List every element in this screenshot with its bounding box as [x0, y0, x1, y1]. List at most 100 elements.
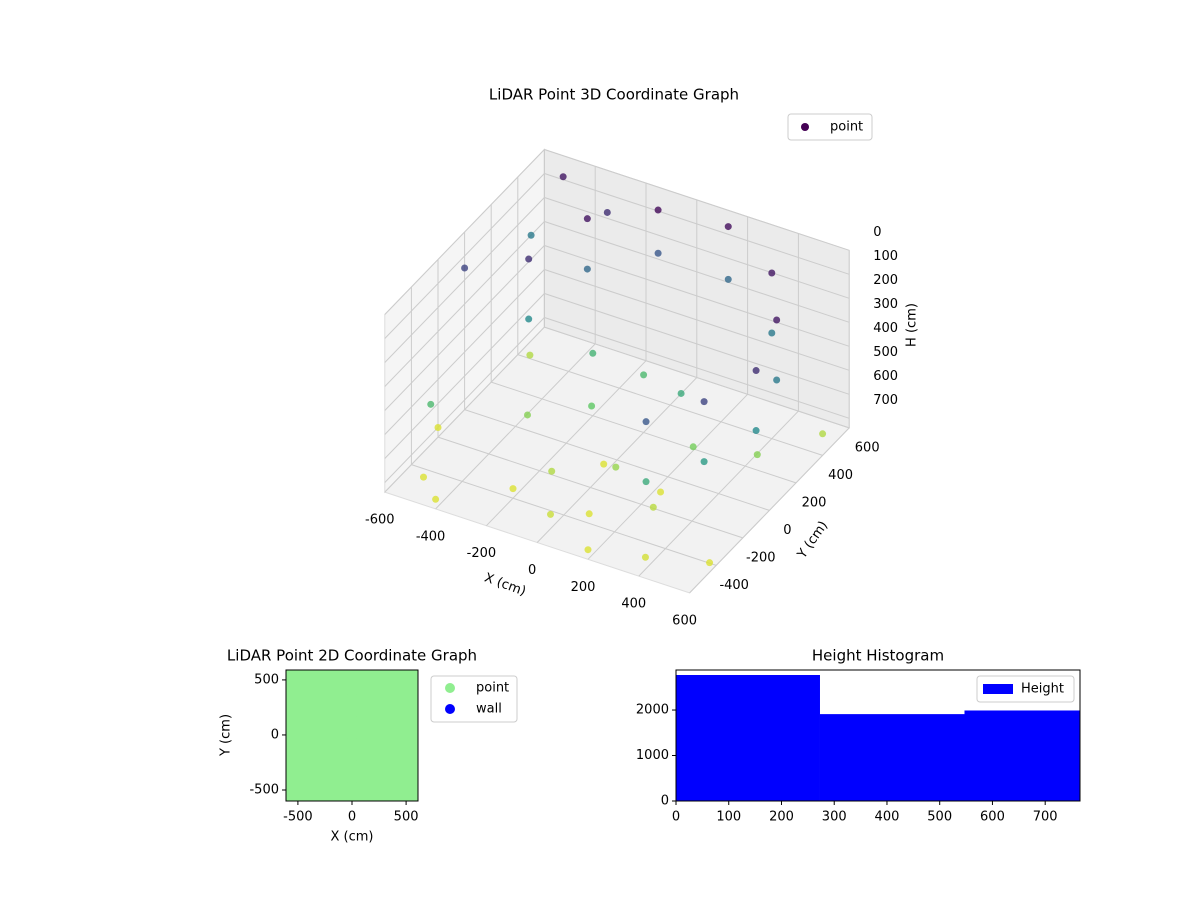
- axes-frame: [675, 669, 1081, 802]
- x-tick-label: 600: [672, 613, 697, 628]
- point: [600, 460, 608, 468]
- legend-label: wall: [476, 702, 502, 717]
- grid-line: [384, 196, 850, 363]
- chart-title: LiDAR Point 2D Coordinate Graph: [227, 647, 477, 665]
- point: [642, 478, 650, 486]
- y-tick-label: 500: [254, 672, 279, 687]
- bar: [676, 675, 820, 801]
- y-tick-label: 600: [855, 440, 880, 455]
- z-tick-label: 600: [873, 369, 898, 384]
- grid-line: [410, 287, 717, 566]
- point: [752, 367, 760, 375]
- legend-label: Height: [1021, 682, 1064, 697]
- point: [427, 400, 435, 408]
- legend-marker: [983, 684, 1013, 694]
- point: [642, 418, 650, 426]
- legend-marker: [445, 683, 455, 693]
- x-tick-label: 400: [875, 810, 900, 825]
- point: [724, 275, 732, 283]
- y-tick-label: 200: [802, 495, 827, 510]
- z-tick-label: 700: [873, 393, 898, 408]
- point: [768, 329, 776, 337]
- z-tick-label: 0: [873, 225, 881, 240]
- legend-box: [430, 675, 518, 723]
- x-tick-label: 0: [528, 563, 536, 578]
- y-axis-label: Y (cm): [794, 518, 831, 562]
- grid-line: [464, 232, 770, 511]
- x-tick-label: 300: [822, 810, 847, 825]
- point: [548, 467, 556, 475]
- z-tick-label: 100: [873, 249, 898, 264]
- point: [509, 485, 517, 493]
- grid-line: [384, 292, 850, 459]
- x-tick-label: 400: [621, 597, 646, 612]
- x-tick-label: 500: [394, 810, 419, 825]
- point: [559, 173, 567, 181]
- point: [724, 223, 732, 231]
- y-tick-label: -200: [746, 550, 776, 565]
- x-axis-label: X (cm): [331, 830, 374, 845]
- grid-line: [384, 148, 850, 315]
- x-tick-label: 200: [769, 810, 794, 825]
- point: [677, 389, 685, 397]
- point: [753, 451, 761, 459]
- point: [649, 503, 657, 511]
- point: [420, 473, 427, 481]
- z-tick-label: 400: [873, 321, 898, 336]
- y-axis-label: Y (cm): [219, 714, 234, 757]
- point: [706, 559, 714, 567]
- grid-line: [384, 244, 850, 411]
- point: [654, 206, 662, 214]
- x-tick-label: 700: [1033, 810, 1058, 825]
- legend-label: point: [476, 681, 509, 696]
- point: [700, 398, 708, 406]
- z-tick-label: 200: [873, 273, 898, 288]
- point: [547, 510, 554, 518]
- point: [525, 315, 533, 323]
- point: [640, 371, 648, 379]
- point: [584, 546, 592, 554]
- point: [603, 208, 611, 216]
- grid-line: [384, 220, 850, 387]
- x-tick-label: 0: [672, 810, 680, 825]
- point: [773, 316, 781, 324]
- point: [527, 231, 535, 239]
- grid-line: [384, 268, 850, 435]
- point: [612, 463, 620, 471]
- point: [657, 488, 665, 496]
- point: [752, 427, 760, 435]
- x-tick-label: 200: [571, 580, 596, 595]
- legend-marker: [445, 704, 455, 714]
- point: [700, 458, 708, 466]
- point: [641, 553, 649, 561]
- point: [526, 351, 534, 359]
- point: [689, 443, 697, 451]
- z-tick-label: 500: [873, 345, 898, 360]
- grid-line: [384, 172, 850, 339]
- x-tick-label: 0: [348, 810, 356, 825]
- y-tick-label: 0: [783, 523, 791, 538]
- y-tick-label: 0: [661, 794, 669, 809]
- legend-label: point: [830, 120, 863, 135]
- chart-title: Height Histogram: [812, 647, 944, 665]
- point: [524, 411, 531, 419]
- point: [819, 430, 827, 438]
- plot-2d: [286, 670, 418, 801]
- x-tick-label: 100: [716, 810, 741, 825]
- legend-marker: [801, 123, 809, 131]
- y-tick-label: 1000: [636, 748, 669, 763]
- y-tick-label: 400: [828, 468, 853, 483]
- chart-title: LiDAR Point 3D Coordinate Graph: [489, 86, 739, 104]
- bar: [819, 714, 965, 801]
- y-tick-label: 2000: [636, 703, 669, 718]
- point: [773, 376, 781, 384]
- x-tick-label: -500: [283, 810, 313, 825]
- z-tick-label: 300: [873, 297, 898, 312]
- x-tick-label: -600: [365, 513, 395, 528]
- plot-3d: [383, 148, 851, 594]
- x-tick-label: -400: [416, 529, 446, 544]
- y-tick-label: -500: [249, 782, 279, 797]
- point: [654, 249, 662, 257]
- x-tick-label: -200: [467, 546, 497, 561]
